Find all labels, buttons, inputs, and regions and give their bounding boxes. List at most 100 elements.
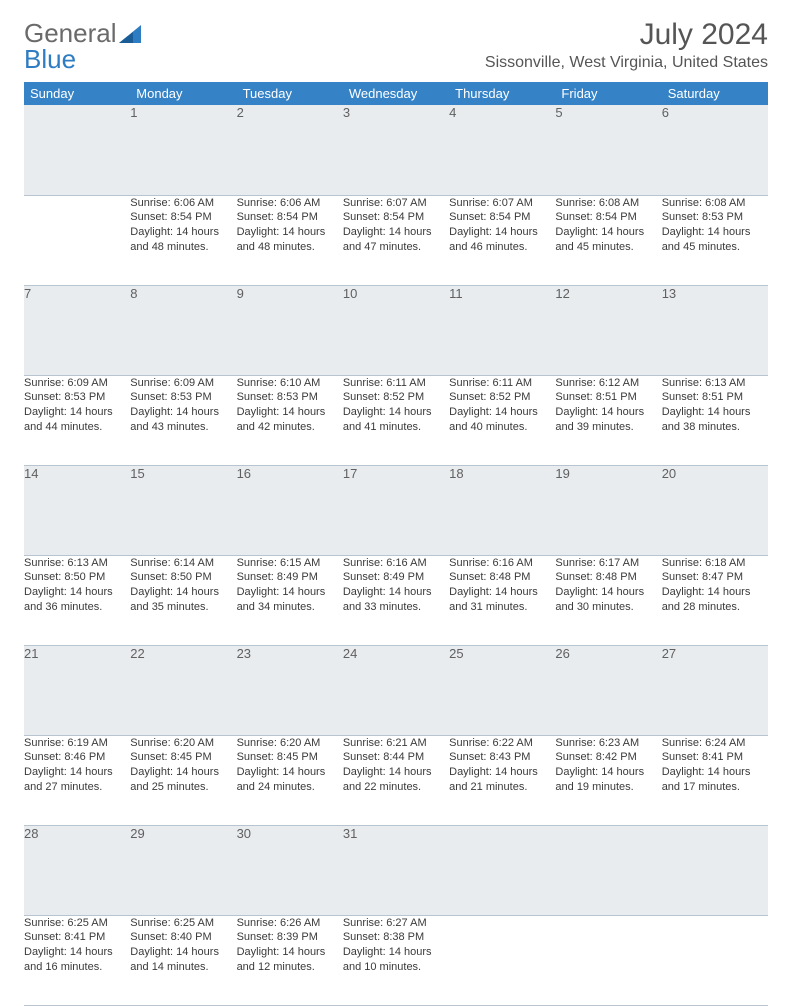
day-cell: Sunrise: 6:10 AMSunset: 8:53 PMDaylight:… <box>237 375 343 465</box>
day-cell-line: Daylight: 14 hours <box>24 945 130 960</box>
day-cell-line: Daylight: 14 hours <box>24 405 130 420</box>
day-cell-line: Sunset: 8:49 PM <box>343 570 449 585</box>
weekday-header-row: Sunday Monday Tuesday Wednesday Thursday… <box>24 82 768 105</box>
day-cell-line: Daylight: 14 hours <box>449 585 555 600</box>
day-cell-line: Sunrise: 6:15 AM <box>237 556 343 571</box>
month-title: July 2024 <box>485 18 768 52</box>
day-cell-line: Daylight: 14 hours <box>237 765 343 780</box>
day-cell-line: Sunset: 8:43 PM <box>449 750 555 765</box>
day-cell-line: Sunrise: 6:08 AM <box>555 196 661 211</box>
logo-text-blue: Blue <box>24 44 76 75</box>
day-cell <box>449 915 555 1005</box>
day-number: 11 <box>449 285 555 375</box>
day-cell: Sunrise: 6:25 AMSunset: 8:40 PMDaylight:… <box>130 915 236 1005</box>
day-number-row: 78910111213 <box>24 285 768 375</box>
day-cell-line: Sunset: 8:53 PM <box>24 390 130 405</box>
day-cell-line: and 22 minutes. <box>343 780 449 795</box>
day-cell <box>24 195 130 285</box>
day-cell-line: Sunset: 8:53 PM <box>662 210 768 225</box>
day-cell-line: Daylight: 14 hours <box>449 405 555 420</box>
day-number: 7 <box>24 285 130 375</box>
day-cell-line: Daylight: 14 hours <box>662 585 768 600</box>
weekday-header: Saturday <box>662 82 768 105</box>
day-cell-line: and 48 minutes. <box>237 240 343 255</box>
day-number: 10 <box>343 285 449 375</box>
day-content-row: Sunrise: 6:13 AMSunset: 8:50 PMDaylight:… <box>24 555 768 645</box>
day-cell-line: Sunrise: 6:18 AM <box>662 556 768 571</box>
day-cell-line: Daylight: 14 hours <box>130 225 236 240</box>
day-content-row: Sunrise: 6:09 AMSunset: 8:53 PMDaylight:… <box>24 375 768 465</box>
weekday-header: Wednesday <box>343 82 449 105</box>
day-cell: Sunrise: 6:06 AMSunset: 8:54 PMDaylight:… <box>130 195 236 285</box>
day-cell-line: Daylight: 14 hours <box>237 225 343 240</box>
day-cell-line: and 28 minutes. <box>662 600 768 615</box>
day-cell-line: and 33 minutes. <box>343 600 449 615</box>
day-cell-line: Sunrise: 6:08 AM <box>662 196 768 211</box>
day-cell-line: Sunset: 8:54 PM <box>343 210 449 225</box>
day-number: 2 <box>237 105 343 195</box>
day-cell-line: Sunset: 8:41 PM <box>662 750 768 765</box>
day-cell-line: Sunset: 8:53 PM <box>130 390 236 405</box>
day-cell: Sunrise: 6:21 AMSunset: 8:44 PMDaylight:… <box>343 735 449 825</box>
weekday-header: Thursday <box>449 82 555 105</box>
day-number: 26 <box>555 645 661 735</box>
day-cell-line: Sunset: 8:45 PM <box>130 750 236 765</box>
day-cell-line: Daylight: 14 hours <box>662 405 768 420</box>
day-cell: Sunrise: 6:09 AMSunset: 8:53 PMDaylight:… <box>130 375 236 465</box>
day-number: 28 <box>24 825 130 915</box>
day-cell-line: Sunrise: 6:13 AM <box>24 556 130 571</box>
day-number: 23 <box>237 645 343 735</box>
day-cell-line: Daylight: 14 hours <box>555 765 661 780</box>
day-cell: Sunrise: 6:15 AMSunset: 8:49 PMDaylight:… <box>237 555 343 645</box>
day-cell-line: Sunrise: 6:09 AM <box>130 376 236 391</box>
day-cell-line: and 43 minutes. <box>130 420 236 435</box>
day-cell-line: Daylight: 14 hours <box>130 765 236 780</box>
day-cell-line: Sunrise: 6:20 AM <box>130 736 236 751</box>
day-cell-line: and 45 minutes. <box>662 240 768 255</box>
day-cell-line: Sunrise: 6:13 AM <box>662 376 768 391</box>
day-cell-line: Sunrise: 6:25 AM <box>24 916 130 931</box>
day-cell: Sunrise: 6:13 AMSunset: 8:50 PMDaylight:… <box>24 555 130 645</box>
day-cell-line: Sunrise: 6:11 AM <box>449 376 555 391</box>
day-cell-line: Sunrise: 6:25 AM <box>130 916 236 931</box>
day-number: 25 <box>449 645 555 735</box>
day-cell-line: Daylight: 14 hours <box>237 405 343 420</box>
day-cell-line: and 45 minutes. <box>555 240 661 255</box>
day-cell-line: and 31 minutes. <box>449 600 555 615</box>
day-cell-line: Daylight: 14 hours <box>24 585 130 600</box>
day-number: 6 <box>662 105 768 195</box>
day-cell-line: and 44 minutes. <box>24 420 130 435</box>
day-cell-line: Sunset: 8:54 PM <box>237 210 343 225</box>
day-number: 31 <box>343 825 449 915</box>
day-cell: Sunrise: 6:25 AMSunset: 8:41 PMDaylight:… <box>24 915 130 1005</box>
day-cell: Sunrise: 6:07 AMSunset: 8:54 PMDaylight:… <box>343 195 449 285</box>
day-number: 8 <box>130 285 236 375</box>
day-cell-line: and 14 minutes. <box>130 960 236 975</box>
day-cell: Sunrise: 6:12 AMSunset: 8:51 PMDaylight:… <box>555 375 661 465</box>
day-cell-line: Sunrise: 6:20 AM <box>237 736 343 751</box>
day-cell: Sunrise: 6:06 AMSunset: 8:54 PMDaylight:… <box>237 195 343 285</box>
day-cell-line: and 27 minutes. <box>24 780 130 795</box>
day-cell-line: Sunrise: 6:07 AM <box>343 196 449 211</box>
day-cell-line: Sunrise: 6:12 AM <box>555 376 661 391</box>
day-cell-line: Daylight: 14 hours <box>343 585 449 600</box>
day-cell: Sunrise: 6:19 AMSunset: 8:46 PMDaylight:… <box>24 735 130 825</box>
day-cell: Sunrise: 6:17 AMSunset: 8:48 PMDaylight:… <box>555 555 661 645</box>
day-number: 15 <box>130 465 236 555</box>
day-number: 22 <box>130 645 236 735</box>
day-cell-line: Daylight: 14 hours <box>343 945 449 960</box>
day-cell: Sunrise: 6:18 AMSunset: 8:47 PMDaylight:… <box>662 555 768 645</box>
day-content-row: Sunrise: 6:06 AMSunset: 8:54 PMDaylight:… <box>24 195 768 285</box>
day-cell-line: Daylight: 14 hours <box>555 585 661 600</box>
day-number: 16 <box>237 465 343 555</box>
day-number: 27 <box>662 645 768 735</box>
day-cell-line: Sunrise: 6:14 AM <box>130 556 236 571</box>
day-cell-line: Sunrise: 6:06 AM <box>237 196 343 211</box>
day-cell-line: and 17 minutes. <box>662 780 768 795</box>
day-cell-line: Daylight: 14 hours <box>662 225 768 240</box>
header: General July 2024 Sissonville, West Virg… <box>24 18 768 72</box>
day-number <box>449 825 555 915</box>
day-cell: Sunrise: 6:09 AMSunset: 8:53 PMDaylight:… <box>24 375 130 465</box>
day-cell-line: Sunrise: 6:16 AM <box>343 556 449 571</box>
day-cell-line: Sunrise: 6:21 AM <box>343 736 449 751</box>
